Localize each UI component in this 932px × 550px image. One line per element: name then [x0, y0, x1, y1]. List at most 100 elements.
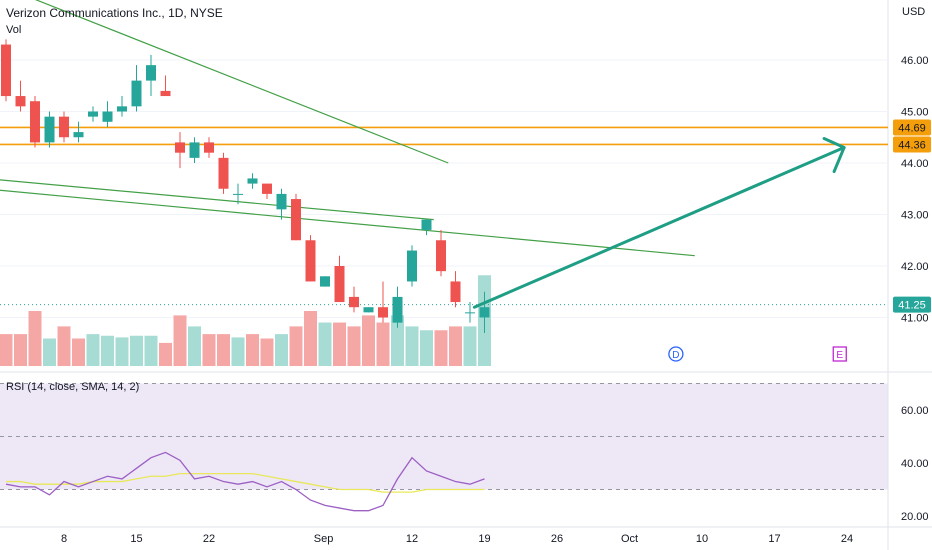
candle-body: [436, 240, 446, 272]
price-tick-label: 43.00: [901, 210, 929, 222]
candle-body: [204, 142, 214, 153]
time-axis[interactable]: 8 15 22 Sep 12 19 26 Oct 10 17 24: [61, 533, 853, 545]
volume-bar: [130, 335, 143, 366]
volume-bars: [0, 275, 491, 366]
candle-body: [88, 111, 98, 117]
volume-label[interactable]: Vol: [6, 24, 22, 36]
price-tick-label: 44.00: [901, 158, 929, 170]
candle-body: [276, 193, 287, 210]
volume-bar: [14, 334, 27, 366]
time-tick-label: 24: [841, 533, 853, 545]
trendline: [0, 189, 695, 257]
rsi-tick-label: 60.00: [901, 405, 929, 417]
volume-bar: [289, 326, 303, 366]
earnings-marker-label: E: [836, 350, 843, 361]
candle-body: [305, 240, 316, 282]
time-tick-label: 12: [406, 533, 418, 545]
candle-body: [334, 266, 345, 303]
time-tick-label: 15: [130, 533, 142, 545]
price-level-tag: [893, 136, 931, 153]
volume-bar: [101, 335, 114, 366]
time-tick-label: 17: [768, 533, 780, 545]
time-tick-label: 19: [478, 533, 490, 545]
volume-bar: [202, 334, 216, 366]
volume-bar: [173, 315, 187, 366]
time-tick-label: Sep: [314, 533, 334, 545]
trendline: [34, 0, 449, 164]
price-level-tag-label: 44.69: [898, 122, 926, 134]
candle-body: [479, 307, 490, 318]
rsi-label[interactable]: RSI (14, close, SMA, 14, 2): [6, 381, 140, 393]
volume-bar: [391, 315, 404, 366]
volume-bar: [115, 337, 129, 366]
rsi-tick-label: 20.00: [901, 511, 929, 523]
candle-body: [421, 219, 432, 230]
price-tick-label: 46.00: [901, 55, 929, 67]
trendline: [0, 179, 434, 221]
volume-bar: [362, 315, 375, 366]
candle-body: [15, 96, 26, 107]
volume-bar: [347, 326, 361, 366]
volume-bar: [463, 326, 477, 366]
volume-bar: [275, 334, 288, 366]
candle-body: [189, 142, 200, 158]
earnings-marker: [832, 346, 847, 362]
arrow-head: [822, 137, 846, 174]
price-axis[interactable]: 46.00 45.00 44.00 43.00 42.00 41.00 60.00 40.00…: [893, 55, 931, 523]
candle-body: [59, 116, 69, 138]
volume-bar: [43, 338, 56, 366]
projection-arrow[interactable]: [472, 137, 846, 309]
volume-bar: [405, 326, 419, 366]
volume-bar: [159, 342, 172, 366]
volume-bar: [420, 330, 433, 366]
candle-body: [146, 65, 156, 81]
horizontal-levels[interactable]: [0, 126, 888, 306]
candle-body: [102, 111, 113, 122]
time-tick-label: 22: [203, 533, 215, 545]
price-level-tag-label: 44.36: [898, 139, 926, 151]
volume-bar: [57, 326, 71, 366]
last-price-tag: [893, 296, 931, 313]
candles: [1, 39, 490, 333]
candle-body: [117, 106, 127, 112]
volume-bar: [434, 330, 448, 366]
candle-body: [73, 132, 84, 138]
rsi-line: [5, 451, 485, 512]
volume-bar: [246, 334, 259, 366]
dividend-marker: [668, 346, 684, 362]
candle-body: [349, 296, 359, 308]
candle-body: [465, 312, 475, 314]
volume-bar: [144, 335, 158, 366]
time-tick-label: 10: [696, 533, 708, 545]
candle-body: [44, 116, 55, 143]
candle-body: [320, 276, 330, 287]
volume-bar: [0, 334, 13, 366]
candle-body: [175, 142, 185, 153]
arrow-shaft: [472, 146, 846, 309]
symbol-title[interactable]: Verizon Communications Inc., 1D, NYSE: [6, 6, 223, 20]
price-tick-label: 45.00: [901, 107, 929, 119]
trendlines[interactable]: [0, 0, 695, 257]
volume-bar: [86, 334, 100, 366]
volume-bar: [333, 322, 346, 366]
price-tick-label: 41.00: [901, 313, 929, 325]
candle-body: [392, 296, 403, 323]
volume-bar: [72, 338, 85, 366]
time-tick-label: 8: [61, 533, 67, 545]
candle-body: [378, 307, 388, 318]
candle-body: [160, 90, 171, 97]
candle-body: [131, 80, 142, 107]
time-tick-label: 26: [551, 533, 563, 545]
candle-body: [30, 101, 40, 143]
time-tick-label: Oct: [621, 533, 638, 545]
volume-bar: [28, 311, 42, 366]
rsi-lines: [5, 451, 485, 512]
candle-body: [247, 178, 258, 184]
rsi-tick-label: 40.00: [901, 458, 929, 470]
candle-body: [291, 199, 301, 241]
dividend-marker-label: D: [672, 350, 679, 361]
candle-body: [407, 250, 417, 282]
